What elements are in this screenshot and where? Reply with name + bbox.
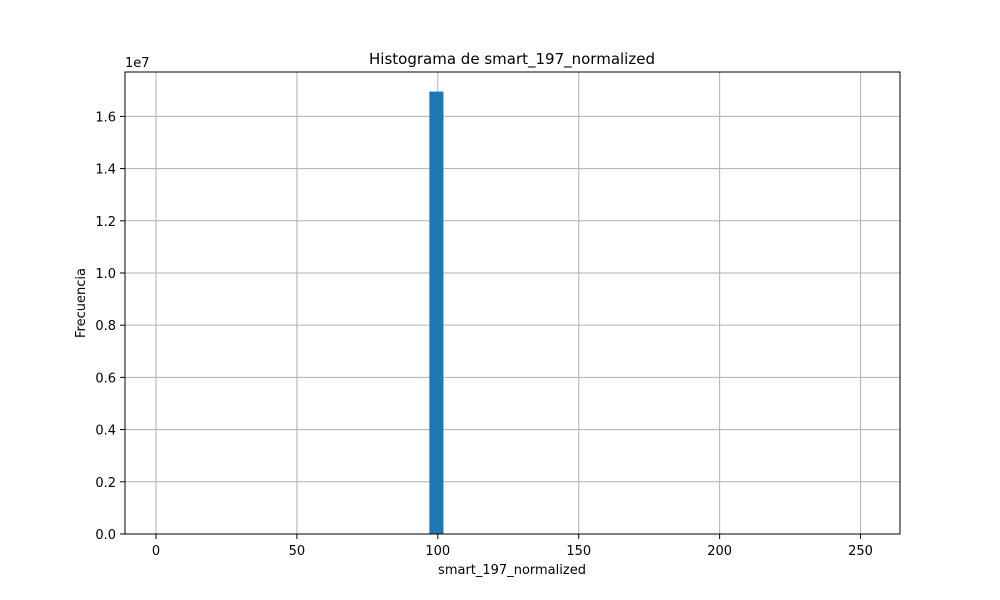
y-axis-offset-label: 1e7 [125,56,150,71]
x-tick-label: 0 [152,544,160,559]
grid-lines [125,72,900,535]
y-axis-label: Frecuencia [74,268,89,338]
x-axis-label: smart_197_normalized [438,563,586,578]
y-axis-ticks: 0.0 0.2 0.4 0.6 0.8 1.0 1.2 1.4 1.6 [95,110,125,543]
x-tick-label: 100 [425,544,450,559]
x-axis-ticks: 0 50 100 150 200 250 [152,534,873,559]
y-tick-label: 0.2 [95,476,116,491]
y-tick-label: 1.0 [95,267,116,282]
chart-title: Histograma de smart_197_normalized [369,50,655,69]
y-tick-label: 0.0 [95,528,116,543]
x-tick-label: 50 [289,544,306,559]
x-tick-label: 200 [707,544,732,559]
histogram-bar [429,91,444,535]
y-tick-label: 0.8 [95,319,116,334]
x-tick-label: 250 [848,544,873,559]
y-tick-label: 1.4 [95,163,116,178]
histogram-bars [429,91,444,535]
y-tick-label: 1.2 [95,215,116,230]
plot-frame [124,71,901,535]
y-tick-label: 0.4 [95,424,116,439]
x-tick-label: 150 [566,544,591,559]
y-tick-label: 1.6 [95,110,116,125]
y-tick-label: 0.6 [95,371,116,386]
